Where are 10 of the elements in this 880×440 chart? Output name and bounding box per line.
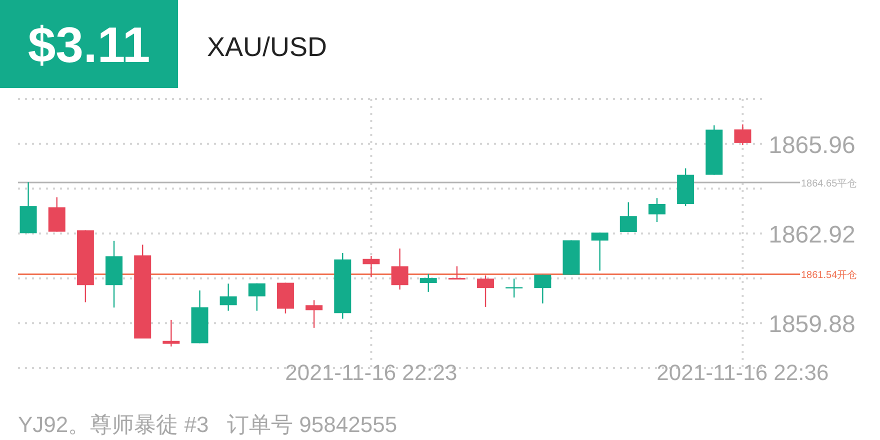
y-tick-label: 1865.96 — [768, 132, 856, 159]
y-tick-label: 1862.92 — [768, 222, 856, 248]
x-tick-label: 2021-11-16 22:23 — [285, 360, 458, 385]
chart-title: $3.11 — [28, 17, 150, 73]
x-tick-label: 2021-11-16 22:36 — [656, 360, 829, 385]
chart-subtitle: XAU/USD — [207, 32, 328, 62]
ref-line-label: 1861.54开仓 — [801, 269, 858, 282]
text: YJ92。尊师暴徒 #3 订单号 95842555 — [18, 412, 398, 437]
y-tick-label: 1859.88 — [768, 311, 856, 338]
ref-line-label: 1864.65平仓 — [801, 177, 858, 190]
